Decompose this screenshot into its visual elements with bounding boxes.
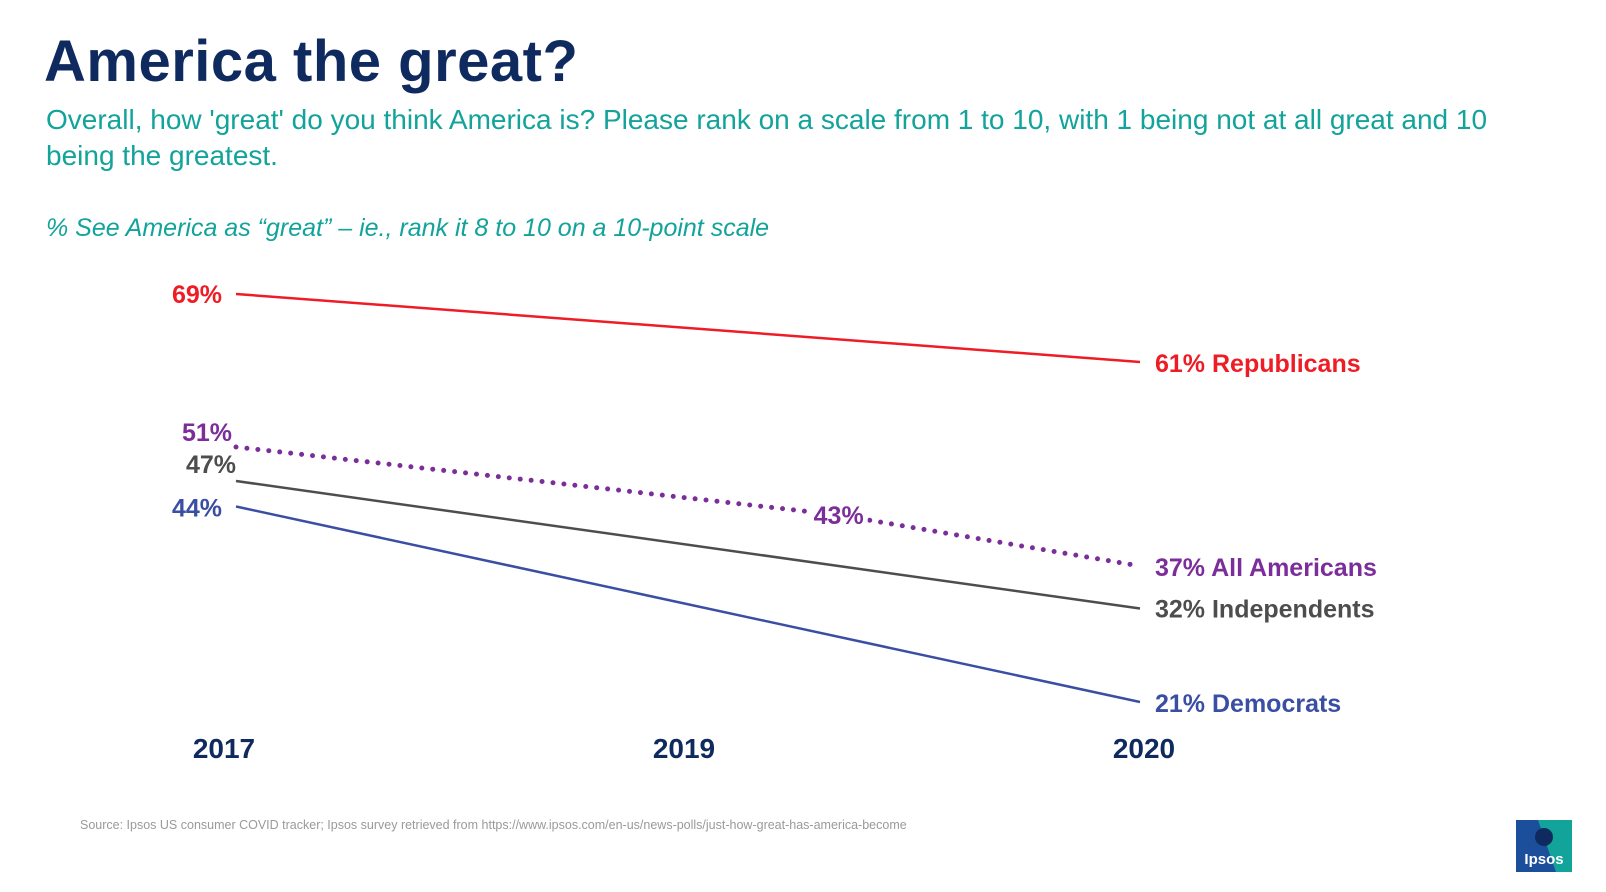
series-name-republicans: Republicans [1212, 350, 1361, 378]
series-line-democrats [235, 505, 1141, 704]
series-line-republicans [235, 292, 1141, 364]
end-label-republicans: 61% Republicans [1155, 350, 1361, 378]
line-chart: 69% 61% Republicans 51% 43% 37% All American… [172, 281, 1377, 764]
start-label-independents: 47% [186, 451, 236, 479]
series-name-democrats: Democrats [1212, 690, 1341, 718]
start-label-republicans: 69% [172, 281, 222, 309]
end-label-democrats: 21% Democrats [1155, 690, 1341, 718]
source-note: Source: Ipsos US consumer COVID tracker;… [80, 818, 907, 832]
end-label-independents: 32% Independents [1155, 596, 1375, 624]
mid-label-all_americans: 43% [814, 502, 864, 530]
start-label-all_americans: 51% [182, 419, 232, 447]
series-line-independents [235, 479, 1141, 610]
ipsos-logo: Ipsos [1516, 820, 1572, 872]
end-value-independents: 32% [1155, 596, 1212, 624]
end-value-all_americans: 37% [1155, 554, 1211, 582]
mid-label-bg-all_americans [811, 501, 868, 531]
measure-description: % See America as “great” – ie., rank it … [46, 214, 770, 242]
series-name-independents: Independents [1212, 596, 1375, 624]
x-tick-label-2017: 2017 [193, 733, 255, 764]
end-value-democrats: 21% [1155, 690, 1212, 718]
survey-question: Overall, how 'great' do you think Americ… [46, 104, 1488, 171]
start-label-democrats: 44% [172, 495, 222, 523]
end-value-republicans: 61% [1155, 350, 1212, 378]
x-tick-label-2020: 2020 [1113, 733, 1175, 764]
series-name-all_americans: All Americans [1211, 554, 1377, 582]
logo-text: Ipsos [1524, 851, 1563, 868]
page-title: America the great? [44, 29, 579, 94]
x-tick-label-2019: 2019 [653, 733, 715, 764]
end-label-all_americans: 37% All Americans [1155, 554, 1377, 582]
series-line-all_americans [233, 444, 1143, 569]
logo-head-icon [1535, 828, 1553, 846]
